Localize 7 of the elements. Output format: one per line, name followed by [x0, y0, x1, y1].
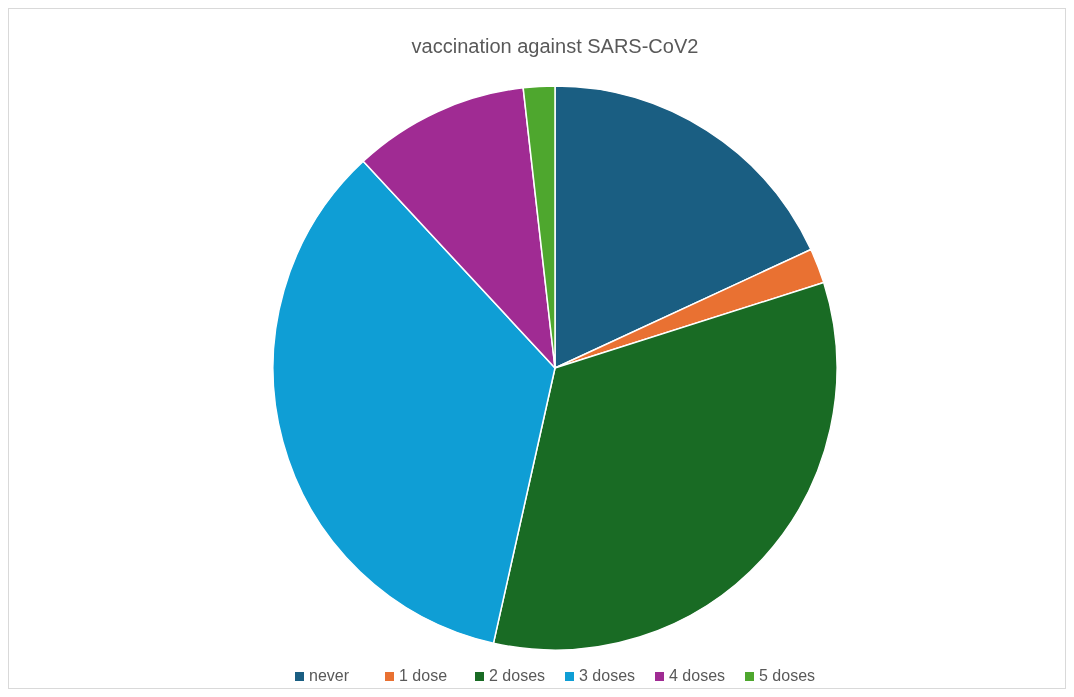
- legend-label: 2 doses: [489, 667, 546, 684]
- legend-label: 3 doses: [579, 667, 636, 684]
- legend-label: 4 doses: [669, 667, 726, 684]
- legend-label: 5 doses: [759, 667, 816, 684]
- legend-label: never: [309, 667, 350, 684]
- legend-label: 1 dose: [399, 667, 448, 684]
- chart-title: vaccination against SARS-CoV2: [411, 35, 699, 57]
